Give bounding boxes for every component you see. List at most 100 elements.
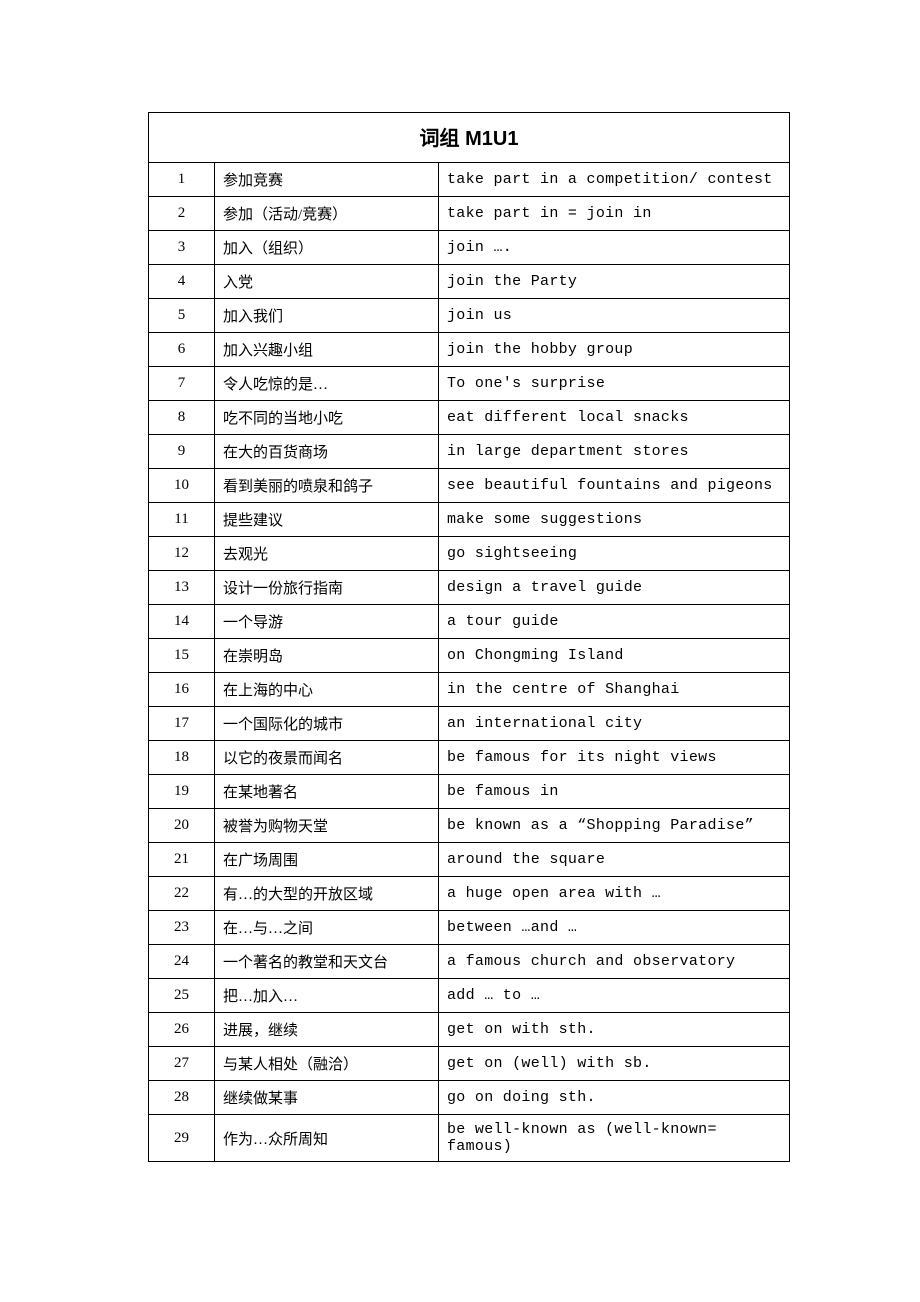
- row-number: 12: [149, 537, 215, 571]
- row-number: 1: [149, 163, 215, 197]
- chinese-phrase: 去观光: [215, 537, 439, 571]
- row-number: 22: [149, 877, 215, 911]
- english-phrase: go sightseeing: [439, 537, 790, 571]
- english-phrase: join the Party: [439, 265, 790, 299]
- english-phrase: be famous in: [439, 775, 790, 809]
- english-phrase: between …and …: [439, 911, 790, 945]
- row-number: 24: [149, 945, 215, 979]
- table-row: 12去观光go sightseeing: [149, 537, 790, 571]
- table-body: 1参加竞赛take part in a competition/ contest…: [149, 163, 790, 1162]
- table-row: 11提些建议make some suggestions: [149, 503, 790, 537]
- table-row: 8吃不同的当地小吃eat different local snacks: [149, 401, 790, 435]
- chinese-phrase: 进展，继续: [215, 1013, 439, 1047]
- chinese-phrase: 加入我们: [215, 299, 439, 333]
- english-phrase: see beautiful fountains and pigeons: [439, 469, 790, 503]
- chinese-phrase: 令人吃惊的是…: [215, 367, 439, 401]
- english-phrase: take part in a competition/ contest: [439, 163, 790, 197]
- row-number: 3: [149, 231, 215, 265]
- english-phrase: be well-known as (well-known= famous): [439, 1115, 790, 1162]
- row-number: 15: [149, 639, 215, 673]
- row-number: 27: [149, 1047, 215, 1081]
- english-phrase: a huge open area with …: [439, 877, 790, 911]
- row-number: 21: [149, 843, 215, 877]
- english-phrase: get on (well) with sb.: [439, 1047, 790, 1081]
- table-row: 19在某地著名be famous in: [149, 775, 790, 809]
- chinese-phrase: 在某地著名: [215, 775, 439, 809]
- chinese-phrase: 吃不同的当地小吃: [215, 401, 439, 435]
- row-number: 5: [149, 299, 215, 333]
- english-phrase: make some suggestions: [439, 503, 790, 537]
- chinese-phrase: 看到美丽的喷泉和鸽子: [215, 469, 439, 503]
- chinese-phrase: 继续做某事: [215, 1081, 439, 1115]
- chinese-phrase: 提些建议: [215, 503, 439, 537]
- english-phrase: eat different local snacks: [439, 401, 790, 435]
- chinese-phrase: 在崇明岛: [215, 639, 439, 673]
- table-row: 16在上海的中心in the centre of Shanghai: [149, 673, 790, 707]
- vocab-table: 词组 M1U1 1参加竞赛take part in a competition/…: [148, 112, 790, 1162]
- english-phrase: take part in = join in: [439, 197, 790, 231]
- english-phrase: on Chongming Island: [439, 639, 790, 673]
- english-phrase: in large department stores: [439, 435, 790, 469]
- english-phrase: join us: [439, 299, 790, 333]
- table-row: 23在…与…之间between …and …: [149, 911, 790, 945]
- english-phrase: in the centre of Shanghai: [439, 673, 790, 707]
- english-phrase: To one's surprise: [439, 367, 790, 401]
- table-row: 17一个国际化的城市an international city: [149, 707, 790, 741]
- english-phrase: be known as a “Shopping Paradise”: [439, 809, 790, 843]
- table-row: 22有…的大型的开放区域a huge open area with …: [149, 877, 790, 911]
- english-phrase: a famous church and observatory: [439, 945, 790, 979]
- table-row: 9在大的百货商场in large department stores: [149, 435, 790, 469]
- row-number: 26: [149, 1013, 215, 1047]
- table-row: 3加入（组织）join ….: [149, 231, 790, 265]
- chinese-phrase: 把…加入…: [215, 979, 439, 1013]
- table-row: 25把…加入…add … to …: [149, 979, 790, 1013]
- row-number: 20: [149, 809, 215, 843]
- chinese-phrase: 参加（活动/竞赛）: [215, 197, 439, 231]
- row-number: 11: [149, 503, 215, 537]
- chinese-phrase: 一个著名的教堂和天文台: [215, 945, 439, 979]
- row-number: 7: [149, 367, 215, 401]
- chinese-phrase: 被誉为购物天堂: [215, 809, 439, 843]
- chinese-phrase: 在…与…之间: [215, 911, 439, 945]
- english-phrase: an international city: [439, 707, 790, 741]
- row-number: 9: [149, 435, 215, 469]
- row-number: 13: [149, 571, 215, 605]
- table-row: 13设计一份旅行指南design a travel guide: [149, 571, 790, 605]
- row-number: 4: [149, 265, 215, 299]
- english-phrase: be famous for its night views: [439, 741, 790, 775]
- table-row: 4入党join the Party: [149, 265, 790, 299]
- row-number: 25: [149, 979, 215, 1013]
- english-phrase: around the square: [439, 843, 790, 877]
- table-row: 26进展，继续get on with sth.: [149, 1013, 790, 1047]
- row-number: 18: [149, 741, 215, 775]
- table-row: 29作为…众所周知be well-known as (well-known= f…: [149, 1115, 790, 1162]
- chinese-phrase: 在大的百货商场: [215, 435, 439, 469]
- row-number: 2: [149, 197, 215, 231]
- row-number: 17: [149, 707, 215, 741]
- chinese-phrase: 在上海的中心: [215, 673, 439, 707]
- table-row: 27与某人相处（融洽）get on (well) with sb.: [149, 1047, 790, 1081]
- row-number: 28: [149, 1081, 215, 1115]
- table-row: 14一个导游a tour guide: [149, 605, 790, 639]
- chinese-phrase: 参加竞赛: [215, 163, 439, 197]
- table-row: 28继续做某事go on doing sth.: [149, 1081, 790, 1115]
- chinese-phrase: 一个导游: [215, 605, 439, 639]
- chinese-phrase: 有…的大型的开放区域: [215, 877, 439, 911]
- chinese-phrase: 与某人相处（融洽）: [215, 1047, 439, 1081]
- table-row: 20被誉为购物天堂be known as a “Shopping Paradis…: [149, 809, 790, 843]
- table-row: 6加入兴趣小组join the hobby group: [149, 333, 790, 367]
- row-number: 6: [149, 333, 215, 367]
- table-row: 21在广场周围around the square: [149, 843, 790, 877]
- english-phrase: design a travel guide: [439, 571, 790, 605]
- english-phrase: get on with sth.: [439, 1013, 790, 1047]
- row-number: 19: [149, 775, 215, 809]
- row-number: 10: [149, 469, 215, 503]
- row-number: 8: [149, 401, 215, 435]
- chinese-phrase: 作为…众所周知: [215, 1115, 439, 1162]
- chinese-phrase: 加入（组织）: [215, 231, 439, 265]
- row-number: 14: [149, 605, 215, 639]
- english-phrase: a tour guide: [439, 605, 790, 639]
- table-row: 15在崇明岛on Chongming Island: [149, 639, 790, 673]
- english-phrase: join the hobby group: [439, 333, 790, 367]
- chinese-phrase: 以它的夜景而闻名: [215, 741, 439, 775]
